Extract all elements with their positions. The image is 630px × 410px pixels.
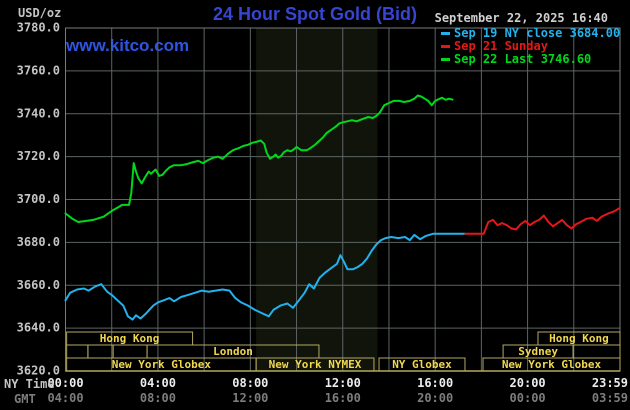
y-tick-label: 3760.0 [17, 63, 60, 77]
legend: Sep 19 NY close 3684.00 Sep 21 Sunday Sep … [441, 27, 620, 66]
x-tick-ny: 08:00 [232, 376, 268, 390]
x-tick-ny: 16:00 [417, 376, 453, 390]
gmt-axis-label: GMT [14, 392, 36, 406]
x-tick-gmt: 16:00 [325, 391, 361, 405]
session-label: Hong Kong [549, 332, 609, 345]
x-tick-gmt: 20:00 [417, 391, 453, 405]
chart-title: 24 Hour Spot Gold (Bid) [213, 4, 417, 24]
y-tick-label: 3740.0 [17, 106, 60, 120]
x-tick-gmt: 00:00 [510, 391, 546, 405]
session-label: Sydney [518, 345, 558, 358]
session-box [66, 344, 89, 359]
session-box-ny-globex [378, 357, 466, 372]
x-tick-ny: 20:00 [510, 376, 546, 390]
legend-item: Sep 22 Last 3746.60 [441, 53, 620, 66]
session-label: New York Globex [112, 358, 212, 371]
x-tick-ny: 00:00 [47, 376, 83, 390]
ny-time-axis-label: NY Time [4, 377, 55, 391]
x-tick-gmt: 03:59 [592, 391, 628, 405]
price-line-cyan [64, 232, 467, 321]
x-tick-gmt: 12:00 [232, 391, 268, 405]
x-tick-ny: 23:59 [592, 376, 628, 390]
chart-datetime: September 22, 2025 16:40 [434, 11, 608, 25]
x-tick-ny: 04:00 [140, 376, 176, 390]
legend-dash-icon [441, 58, 450, 61]
session-label: NY Globex [392, 358, 452, 371]
legend-label: Sep 21 Sunday [454, 39, 548, 53]
session-label: London [213, 345, 253, 358]
y-tick-label: 3780.0 [17, 21, 60, 35]
y-tick-label: 3620.0 [17, 364, 60, 378]
session-box [572, 344, 621, 359]
session-box-new-york-globex [482, 357, 621, 372]
session-box-new-york-nymex [255, 357, 375, 372]
price-line-red [464, 207, 621, 235]
y-tick-label: 3660.0 [17, 278, 60, 292]
session-label: Hong Kong [100, 332, 160, 345]
legend-label: Sep 19 NY close 3684.00 [454, 26, 621, 40]
y-tick-label: 3680.0 [17, 235, 60, 249]
price-line-green [64, 94, 454, 223]
y-tick-label: 3640.0 [17, 321, 60, 335]
x-tick-gmt: 04:00 [47, 391, 83, 405]
session-box [112, 344, 148, 359]
legend-item: Sep 19 NY close 3684.00 [441, 27, 620, 40]
legend-dash-icon [441, 32, 450, 35]
y-tick-label: 3720.0 [17, 149, 60, 163]
legend-dash-icon [441, 45, 450, 48]
session-label: New York NYMEX [269, 358, 362, 371]
legend-label: Sep 22 Last 3746.60 [454, 52, 592, 66]
y-axis-units-label: USD/oz [18, 6, 62, 20]
session-box [87, 344, 114, 359]
x-tick-ny: 12:00 [325, 376, 361, 390]
legend-item: Sep 21 Sunday [441, 40, 620, 53]
session-label: New York Globex [502, 358, 602, 371]
y-tick-label: 3700.0 [17, 192, 60, 206]
x-tick-gmt: 08:00 [140, 391, 176, 405]
